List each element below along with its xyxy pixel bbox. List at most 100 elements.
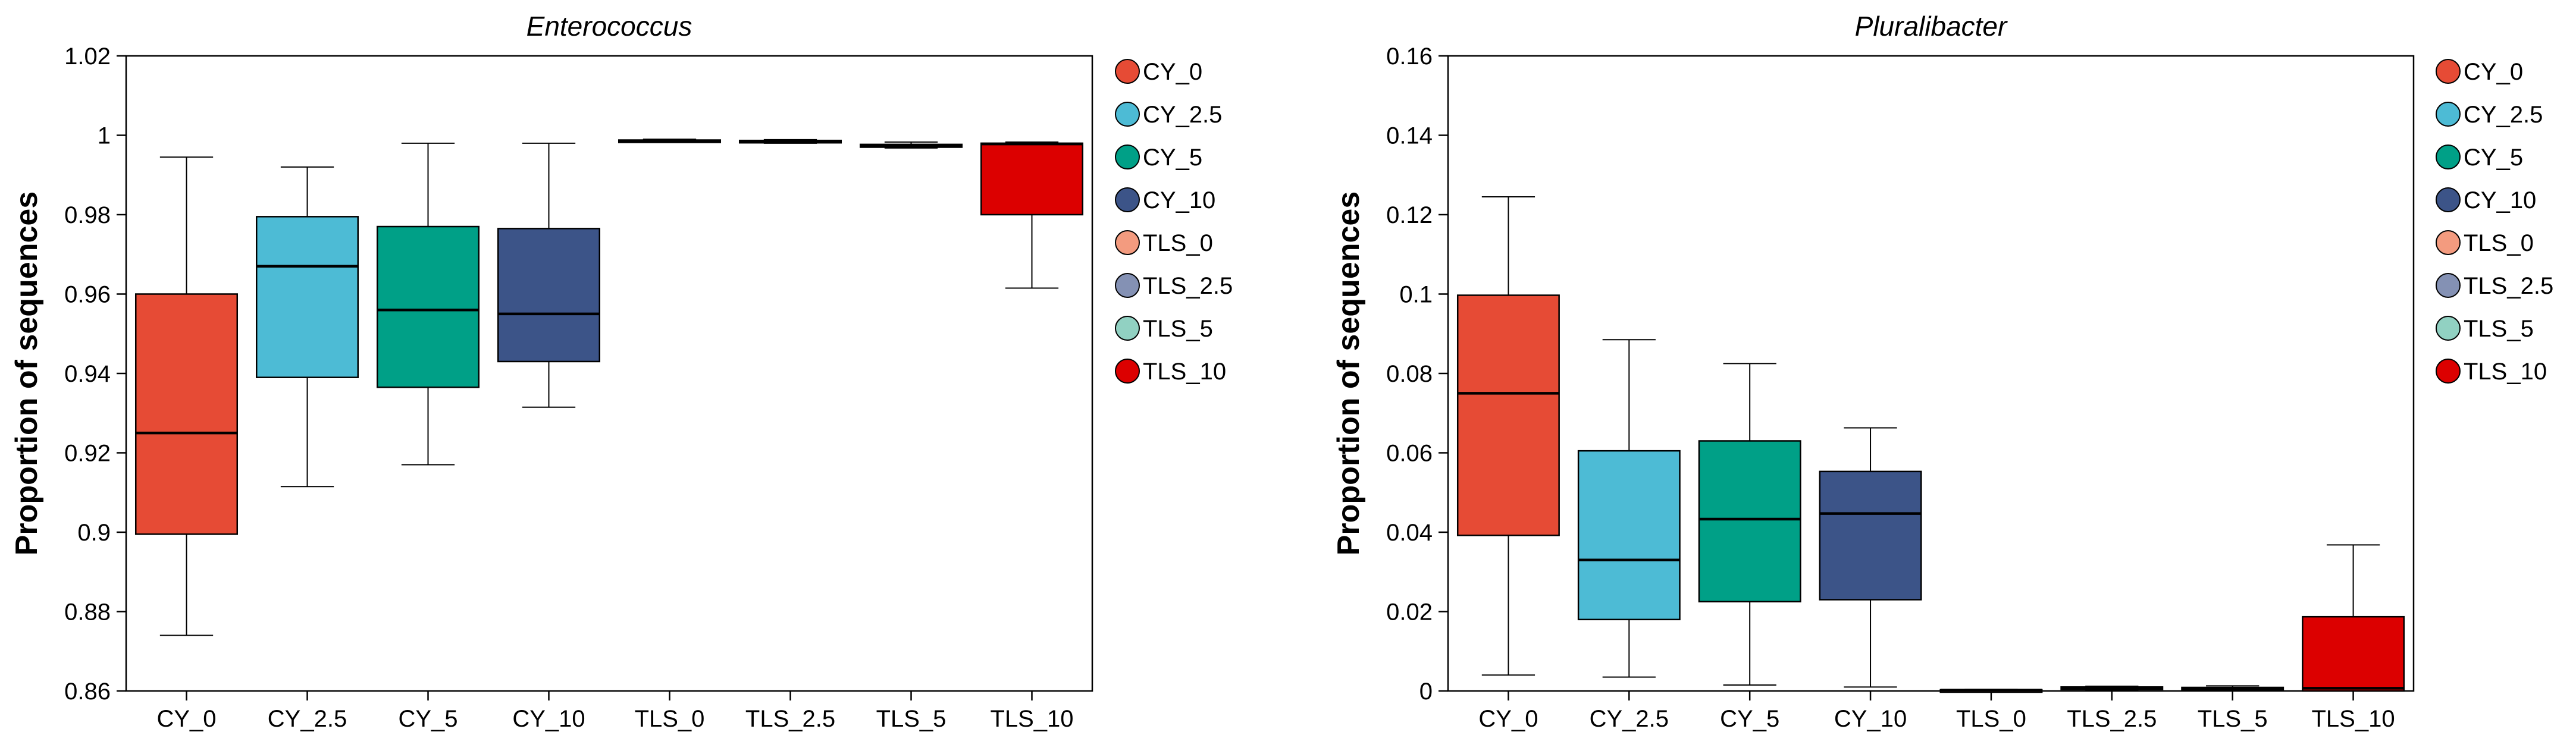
y-tick-label: 0.02 [1386, 599, 1433, 626]
y-axis-label: Proportion of sequences [10, 191, 44, 556]
legend-label: TLS_0 [2464, 230, 2534, 256]
y-tick-label: 0.04 [1386, 520, 1433, 546]
box-body [1456, 294, 1560, 536]
legend-label: TLS_2.5 [2464, 273, 2553, 299]
legend-swatch [2436, 102, 2461, 127]
y-tick-label: 0.06 [1386, 441, 1433, 467]
legend-item: TLS_0 [2436, 230, 2534, 256]
x-tick-label: CY_5 [398, 706, 457, 732]
box-CY_5 [376, 142, 480, 466]
legend-label: CY_5 [1143, 144, 1202, 171]
legend-item: CY_10 [2436, 187, 2536, 213]
legend-swatch [1115, 359, 1140, 384]
box-CY_10 [497, 142, 601, 408]
box-body [497, 228, 601, 363]
legend-label: CY_2.5 [2464, 102, 2543, 128]
legend-swatch [1115, 59, 1140, 84]
x-tick-label: CY_0 [156, 706, 216, 732]
legend-label: TLS_5 [2464, 316, 2534, 342]
legend-swatch [2436, 59, 2461, 84]
x-tick-label: CY_10 [1834, 706, 1907, 732]
y-tick-label: 0.9 [77, 520, 111, 546]
box-body [376, 225, 480, 388]
legend-swatch [2436, 316, 2461, 341]
legend-swatch [2436, 187, 2461, 212]
box-TLS_2.5 [738, 139, 842, 144]
box-TLS_10 [2302, 544, 2405, 692]
y-tick-label: 0.14 [1386, 123, 1433, 149]
legend-swatch [1115, 273, 1140, 298]
box-body [980, 142, 1084, 216]
legend-label: CY_0 [1143, 59, 1202, 85]
x-tick-label: TLS_10 [2312, 706, 2395, 732]
y-tick-label: 1 [98, 123, 111, 149]
y-tick-label: 0.94 [64, 361, 111, 387]
legend-item: CY_0 [2436, 59, 2523, 85]
box-TLS_2.5 [2060, 685, 2164, 691]
legend-item: CY_10 [1115, 187, 1215, 213]
x-tick-label: TLS_5 [2198, 706, 2268, 732]
x-tick-label: TLS_5 [876, 706, 947, 732]
legend-swatch [1115, 230, 1140, 255]
x-tick-label: CY_2.5 [1590, 706, 1669, 732]
legend-swatch [1115, 316, 1140, 341]
x-tick-label: CY_0 [1478, 706, 1538, 732]
panel-pluralibacter: 0 0.02 0.04 0.06 0.08 0.1 0.12 0.14 0.16 Pluralib… [1331, 11, 2553, 732]
legend: CY_0 CY_2.5 CY_5 CY_10 TLS_0 TLS_2.5 TLS_5 TLS_… [1115, 59, 1233, 385]
box-body [2302, 615, 2405, 692]
chart-title: Enterococcus [527, 11, 692, 42]
legend-item: TLS_0 [1115, 230, 1213, 256]
legend-label: TLS_5 [1143, 316, 1213, 342]
panel-enterococcus: 0.86 0.88 0.9 0.92 0.94 0.96 0.98 1 1.02 Enteroco… [10, 11, 1233, 732]
legend-item: CY_2.5 [2436, 102, 2543, 128]
legend-swatch [1115, 144, 1140, 169]
y-tick-label: 0.98 [64, 202, 111, 228]
legend-swatch [1115, 102, 1140, 127]
y-axis-label: Proportion of sequences [1331, 191, 1366, 556]
box-CY_2.5 [1577, 339, 1681, 678]
legend-label: CY_0 [2464, 59, 2523, 85]
box-CY_0 [134, 156, 239, 636]
legend-swatch [2436, 230, 2461, 255]
y-tick-label: 0.08 [1386, 361, 1433, 387]
x-tick-label: CY_2.5 [268, 706, 347, 732]
legend-label: CY_10 [1143, 187, 1215, 213]
box-body [134, 293, 239, 535]
x-tick-label: TLS_2.5 [745, 706, 835, 732]
legend-label: TLS_10 [2464, 359, 2547, 385]
y-tick-label: 0.12 [1386, 202, 1433, 228]
legend-swatch [1115, 187, 1140, 212]
box-CY_0 [1456, 196, 1560, 676]
box-body [255, 216, 359, 378]
x-tick-label: TLS_0 [1956, 706, 2026, 732]
legend-item: CY_0 [1115, 59, 1202, 85]
legend: CY_0 CY_2.5 CY_5 CY_10 TLS_0 TLS_2.5 TLS_5 TLS_… [2436, 59, 2553, 385]
legend-item: TLS_10 [1115, 359, 1226, 385]
box-TLS_10 [980, 141, 1084, 289]
box-body [1698, 440, 1801, 603]
legend-swatch [2436, 273, 2461, 298]
legend-item: TLS_10 [2436, 359, 2547, 385]
legend-item: CY_2.5 [1115, 102, 1222, 128]
legend-label: CY_10 [2464, 187, 2536, 213]
box-TLS_5 [859, 141, 963, 149]
box-CY_2.5 [255, 166, 359, 488]
y-tick-label: 0.92 [64, 441, 111, 467]
x-tick-label: CY_10 [512, 706, 585, 732]
legend-item: TLS_5 [1115, 316, 1213, 342]
legend-label: TLS_0 [1143, 230, 1213, 256]
y-tick-label: 1.02 [64, 43, 111, 70]
y-tick-label: 0.1 [1399, 282, 1433, 308]
x-tick-label: TLS_0 [635, 706, 705, 732]
legend-item: TLS_2.5 [1115, 273, 1233, 299]
x-tick-label: TLS_10 [990, 706, 1073, 732]
legend-swatch [2436, 359, 2461, 384]
box-CY_10 [1819, 427, 1922, 688]
y-tick-label: 0.16 [1386, 43, 1433, 70]
legend-item: CY_5 [2436, 144, 2523, 171]
x-tick-label: TLS_2.5 [2067, 706, 2157, 732]
box-TLS_0 [1939, 689, 2043, 693]
y-tick-label: 0.86 [64, 678, 111, 705]
y-tick-label: 0.88 [64, 599, 111, 626]
box-body [1577, 450, 1681, 621]
